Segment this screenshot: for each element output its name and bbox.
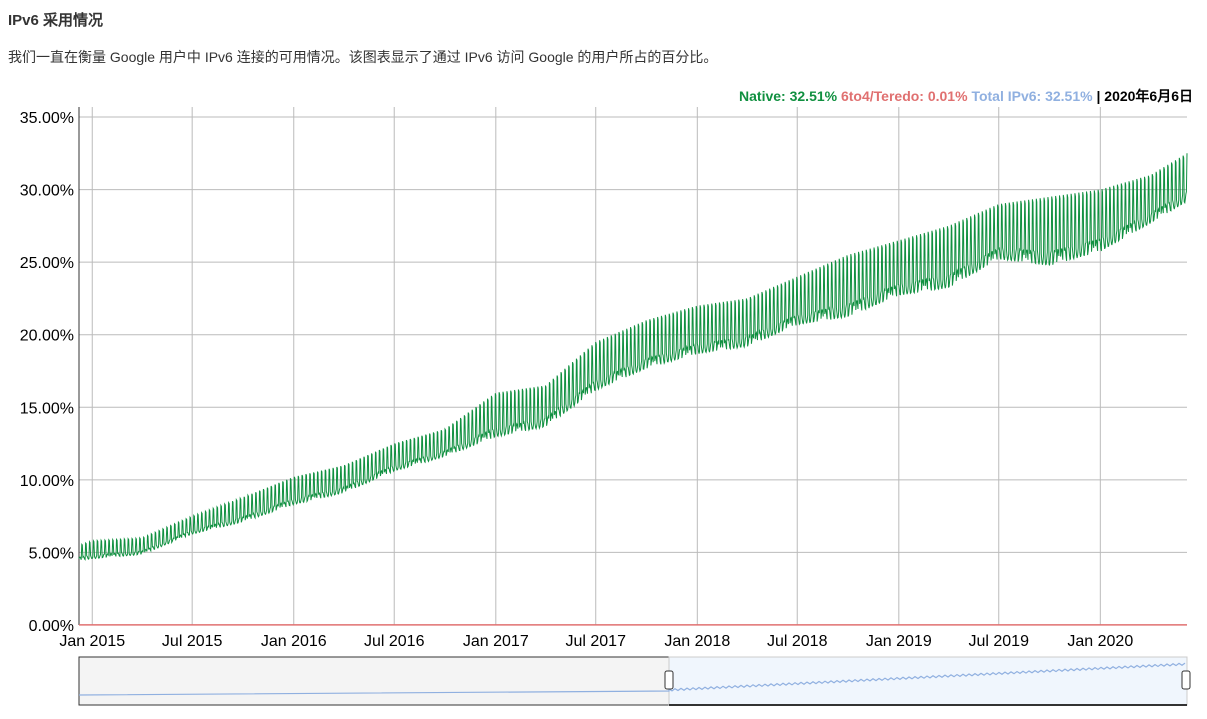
x-tick-label: Jan 2020 [1067,633,1133,650]
legend-date: 2020年6月6日 [1104,88,1193,104]
navigator-handle[interactable] [664,670,674,690]
page-title: IPv6 采用情况 [8,12,104,29]
y-tick-label: 35.00% [20,110,74,127]
y-tick-label: 10.00% [20,473,74,490]
navigator-series-line [78,662,1186,696]
legend-native: Native: 32.51% [739,88,838,104]
x-tick-label: Jan 2015 [59,633,125,650]
x-tick-label: Jan 2017 [463,633,529,650]
plot-area [79,107,1187,625]
x-tick-label: Jul 2018 [767,633,828,650]
y-tick-label: 30.00% [20,183,74,200]
page-description: 我们一直在衡量 Google 用户中 IPv6 连接的可用情况。该图表显示了通过… [8,49,718,65]
x-tick-label: Jan 2019 [866,633,932,650]
legend-total: Total IPv6: 32.51% [971,88,1093,104]
y-tick-label: 20.00% [20,328,74,345]
native-series-line [78,153,1188,561]
x-tick-label: Jul 2017 [565,633,626,650]
y-tick-label: 15.00% [20,400,74,417]
legend-separator: | [1092,88,1105,104]
x-tick-label: Jul 2019 [968,633,1029,650]
chart-legend: Native: 32.51% 6to4/Teredo: 0.01% Total … [739,86,1193,106]
navigator-selected [668,656,1188,706]
legend-teredo: 6to4/Teredo: 0.01% [840,88,968,104]
x-tick-label: Jul 2016 [364,633,425,650]
navigator-handle[interactable] [1181,670,1191,690]
y-tick-label: 5.00% [29,545,74,562]
x-tick-label: Jan 2016 [261,633,327,650]
y-tick-label: 25.00% [20,255,74,272]
x-tick-label: Jul 2015 [162,633,223,650]
x-tick-label: Jan 2018 [664,633,730,650]
navigator-unselected [78,656,670,706]
y-tick-label: 0.00% [29,618,74,635]
